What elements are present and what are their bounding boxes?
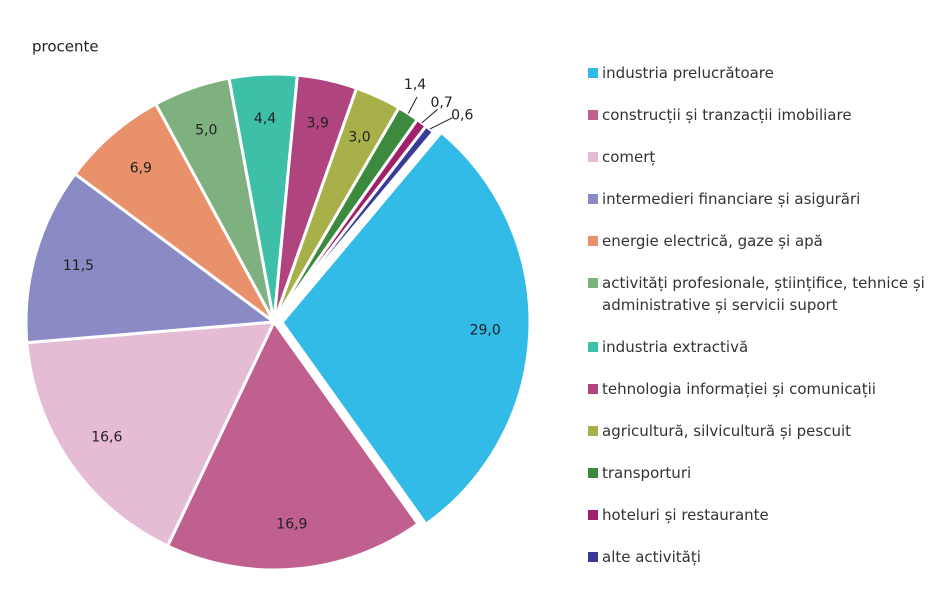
legend-label: intermedieri financiare și asigurări [602,190,861,208]
leader-line [407,96,418,114]
pie-slice [280,130,532,527]
data-label: 1,4 [404,77,426,93]
data-label: 4,4 [254,111,276,127]
legend-label: tehnologia informației și comunicații [602,380,876,398]
legend-item: activități profesionale, științifice, te… [588,272,946,316]
pie-slice [25,320,277,549]
data-label: 0,7 [430,95,452,111]
pie-slice [165,319,421,572]
legend-item: comerț [588,146,946,168]
data-label: 6,9 [130,160,152,176]
legend-label: transporturi [602,464,692,482]
legend-label: agricultură, silvicultură și pescuit [602,422,852,440]
legend-item: transporturi [588,462,946,484]
legend-swatch [588,342,598,352]
legend-item: agricultură, silvicultură și pescuit [588,420,946,442]
legend-item: hoteluri și restaurante [588,504,946,526]
legend-item: industria extractivă [588,336,946,358]
legend-item: construcții și tranzacții imobiliare [588,104,946,126]
legend-label: industria extractivă [602,338,749,356]
data-label: 16,6 [91,430,122,446]
pie-slice [24,171,279,345]
legend-swatch [588,236,598,246]
legend-label: comerț [602,148,656,166]
legend-label: energie electrică, gaze și apă [602,232,823,250]
legend-swatch [588,510,598,520]
legend-item: alte activități [588,546,946,568]
legend-swatch [588,68,598,78]
legend-item: tehnologia informației și comunicații [588,378,946,400]
legend-swatch [588,110,598,120]
data-label: 16,9 [276,517,307,533]
legend-label: industria prelucrătoare [602,64,774,82]
data-label: 5,0 [195,122,217,138]
legend-item: industria prelucrătoare [588,62,946,84]
data-label: 3,0 [348,129,370,145]
legend-label: activități profesionale, științifice, te… [602,274,925,314]
legend-swatch [588,468,598,478]
leader-line [429,117,453,130]
legend-swatch [588,426,598,436]
legend-item: intermedieri financiare și asigurări [588,188,946,210]
pie-slice [72,101,276,324]
subtitle: procente [32,38,99,56]
legend-swatch [588,278,598,288]
data-label: 11,5 [63,258,94,274]
pie-slice [272,124,436,323]
legend-label: hoteluri și restaurante [602,506,769,524]
legend: industria prelucrătoare construcții și tr… [588,62,946,588]
legend-item: energie electrică, gaze și apă [588,230,946,252]
legend-swatch [588,194,598,204]
legend-label: construcții și tranzacții imobiliare [602,106,852,124]
legend-label: alte activități [602,548,701,566]
legend-swatch [588,552,598,562]
data-label: 0,6 [451,108,473,124]
legend-swatch [588,152,598,162]
leader-line [421,108,438,124]
data-label: 29,0 [470,322,501,338]
data-label: 3,9 [307,115,329,131]
legend-swatch [588,384,598,394]
